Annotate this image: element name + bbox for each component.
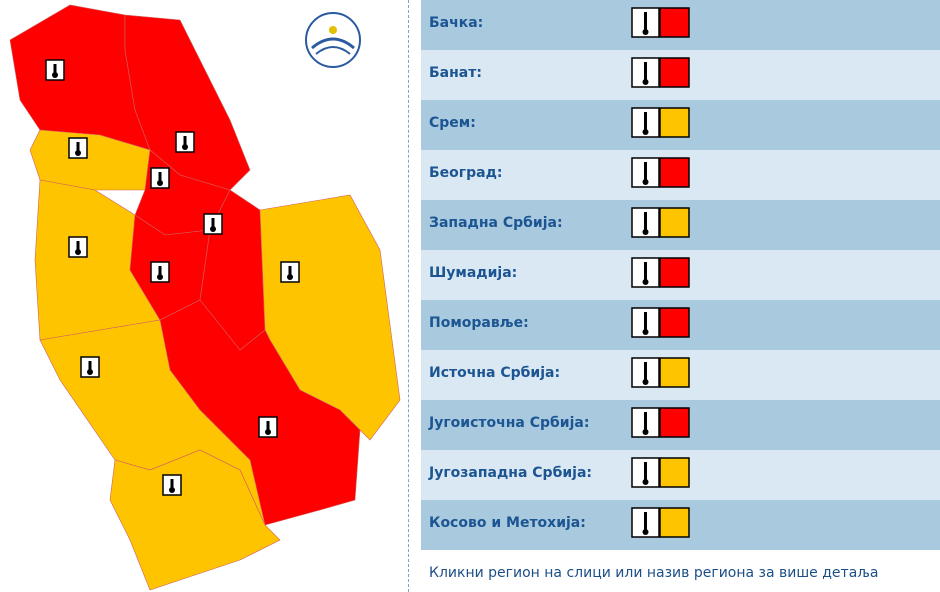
region-name[interactable]: Срем: [429, 115, 476, 131]
thermometer-bulb [642, 179, 649, 185]
region-row[interactable]: Западна Србија: [421, 200, 940, 250]
warning-level [659, 7, 690, 38]
region-row[interactable]: Срем: [421, 100, 940, 150]
footer: Кликни регион на слици или назив региона… [429, 565, 879, 581]
warning-icon [631, 207, 690, 238]
warning-level [659, 307, 690, 338]
warning-level [659, 157, 690, 188]
thermometer-bulb [169, 487, 175, 493]
region-name[interactable]: Поморавље: [429, 315, 529, 331]
warning-icon [631, 57, 690, 88]
warning-icon [631, 357, 690, 388]
thermometer-bulb [75, 249, 81, 255]
warning-level [659, 407, 690, 438]
region-row[interactable]: Шумадија: [421, 250, 940, 300]
thermometer-bulb [157, 180, 163, 186]
warning-level [659, 57, 690, 88]
region-name[interactable]: Југозападна Србија: [429, 465, 592, 481]
thermometer-bulb [642, 279, 649, 285]
region-row[interactable]: Југоисточна Србија: [421, 400, 940, 450]
warning-level [659, 507, 690, 538]
map [9, 4, 401, 591]
region-name[interactable]: Београд: [429, 165, 503, 181]
region-name[interactable]: Источна Србија: [429, 365, 561, 381]
thermometer-bulb [52, 72, 58, 78]
region-name[interactable]: Југоисточна Србија: [429, 415, 590, 431]
region-name[interactable]: Бачка: [429, 15, 484, 31]
thermometer-bulb [642, 379, 649, 385]
thermometer-bulb [87, 369, 93, 375]
warning-icon [631, 507, 690, 538]
thermometer-bulb [642, 129, 649, 135]
warning-icon [631, 157, 690, 188]
thermometer-bulb [642, 529, 649, 535]
thermometer-bulb [182, 144, 188, 150]
thermometer-bulb [642, 29, 649, 35]
thermometer-bulb [642, 479, 649, 485]
region-row[interactable]: Источна Србија: [421, 350, 940, 400]
warning-icon [631, 407, 690, 438]
warning-icon [631, 457, 690, 488]
region-name[interactable]: Шумадија: [429, 265, 518, 281]
warning-icon [631, 7, 690, 38]
region-row[interactable]: Југозападна Србија: [421, 450, 940, 500]
thermometer-bulb [75, 150, 81, 156]
warning-icon [631, 107, 690, 138]
region-row[interactable]: Бачка: [421, 0, 940, 50]
warning-level [659, 457, 690, 488]
thermometer-bulb [265, 429, 271, 435]
thermometer-bulb [642, 329, 649, 335]
region-row[interactable]: Банат: [421, 50, 940, 100]
region-name[interactable]: Банат: [429, 65, 482, 81]
warning-icon [631, 257, 690, 288]
warning-icon [631, 307, 690, 338]
thermometer-bulb [642, 429, 649, 435]
region-row[interactable]: Поморавље: [421, 300, 940, 350]
thermometer-bulb [210, 226, 216, 232]
warning-level [659, 207, 690, 238]
logo [305, 12, 361, 68]
region-row[interactable]: Косово и Метохија: [421, 500, 940, 550]
warning-level [659, 357, 690, 388]
warning-level [659, 107, 690, 138]
region-name[interactable]: Косово и Метохија: [429, 515, 586, 531]
region-shape[interactable] [29, 129, 151, 191]
warning-level [659, 257, 690, 288]
thermometer-bulb [642, 79, 649, 85]
region-panel: Кликни регион на слици или назив региона… [408, 0, 940, 592]
region-shape[interactable] [109, 449, 281, 591]
thermometer-bulb [157, 274, 163, 280]
thermometer-bulb [642, 229, 649, 235]
region-row[interactable]: Београд: [421, 150, 940, 200]
thermometer-bulb [287, 274, 293, 280]
region-name[interactable]: Западна Србија: [429, 215, 563, 231]
